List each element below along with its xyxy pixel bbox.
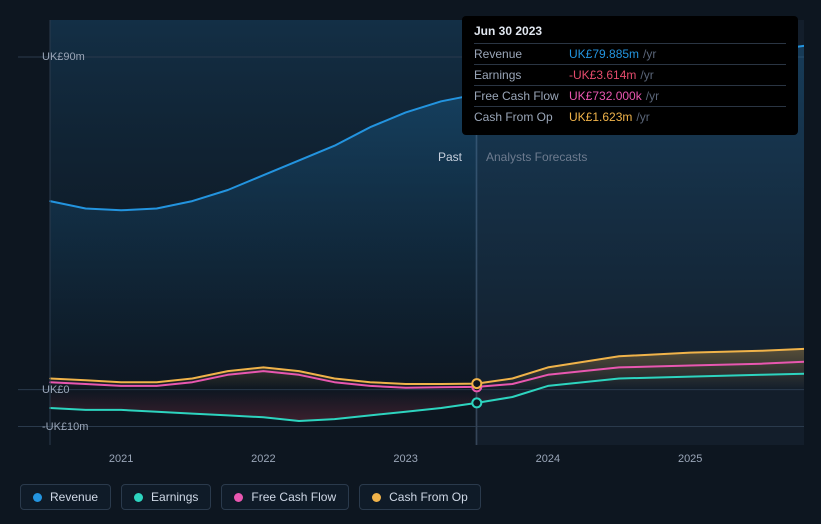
legend-dot-icon — [33, 493, 42, 502]
tooltip-row-label: Revenue — [474, 47, 569, 61]
tooltip-row-value: UK£79.885m — [569, 47, 639, 61]
tooltip-row-suffix: /yr — [640, 68, 653, 82]
x-axis-label: 2024 — [536, 453, 560, 465]
tooltip-row-label: Free Cash Flow — [474, 89, 569, 103]
tooltip-row-value: UK£732.000k — [569, 89, 642, 103]
region-label-forecast: Analysts Forecasts — [486, 150, 587, 164]
legend-label: Free Cash Flow — [251, 490, 336, 504]
chart-legend: Revenue Earnings Free Cash Flow Cash From O… — [20, 484, 481, 510]
legend-label: Revenue — [50, 490, 98, 504]
tooltip-row: Free Cash FlowUK£732.000k/yr — [474, 86, 786, 107]
legend-dot-icon — [372, 493, 381, 502]
tooltip-row-label: Cash From Op — [474, 110, 569, 124]
y-axis-label: UK£0 — [42, 384, 70, 396]
tooltip-row-suffix: /yr — [643, 47, 656, 61]
legend-label: Cash From Op — [389, 490, 468, 504]
legend-item-earnings[interactable]: Earnings — [121, 484, 211, 510]
legend-label: Earnings — [151, 490, 198, 504]
legend-dot-icon — [234, 493, 243, 502]
tooltip-row: RevenueUK£79.885m/yr — [474, 44, 786, 65]
tooltip-date: Jun 30 2023 — [474, 24, 786, 44]
region-label-past: Past — [438, 150, 462, 164]
legend-item-cfo[interactable]: Cash From Op — [359, 484, 481, 510]
x-axis-label: 2022 — [251, 453, 275, 465]
chart-tooltip: Jun 30 2023 RevenueUK£79.885m/yrEarnings… — [462, 16, 798, 135]
y-axis-label: -UK£10m — [42, 421, 88, 433]
legend-dot-icon — [134, 493, 143, 502]
legend-item-fcf[interactable]: Free Cash Flow — [221, 484, 349, 510]
y-axis-label: UK£90m — [42, 51, 85, 63]
tooltip-row: Earnings-UK£3.614m/yr — [474, 65, 786, 86]
tooltip-row-value: -UK£3.614m — [569, 68, 636, 82]
x-axis-label: 2021 — [109, 453, 133, 465]
tooltip-row-value: UK£1.623m — [569, 110, 632, 124]
tooltip-row-label: Earnings — [474, 68, 569, 82]
legend-item-revenue[interactable]: Revenue — [20, 484, 111, 510]
tooltip-row: Cash From OpUK£1.623m/yr — [474, 107, 786, 127]
tooltip-row-suffix: /yr — [646, 89, 659, 103]
x-axis-label: 2025 — [678, 453, 702, 465]
x-axis-label: 2023 — [393, 453, 417, 465]
tooltip-row-suffix: /yr — [636, 110, 649, 124]
